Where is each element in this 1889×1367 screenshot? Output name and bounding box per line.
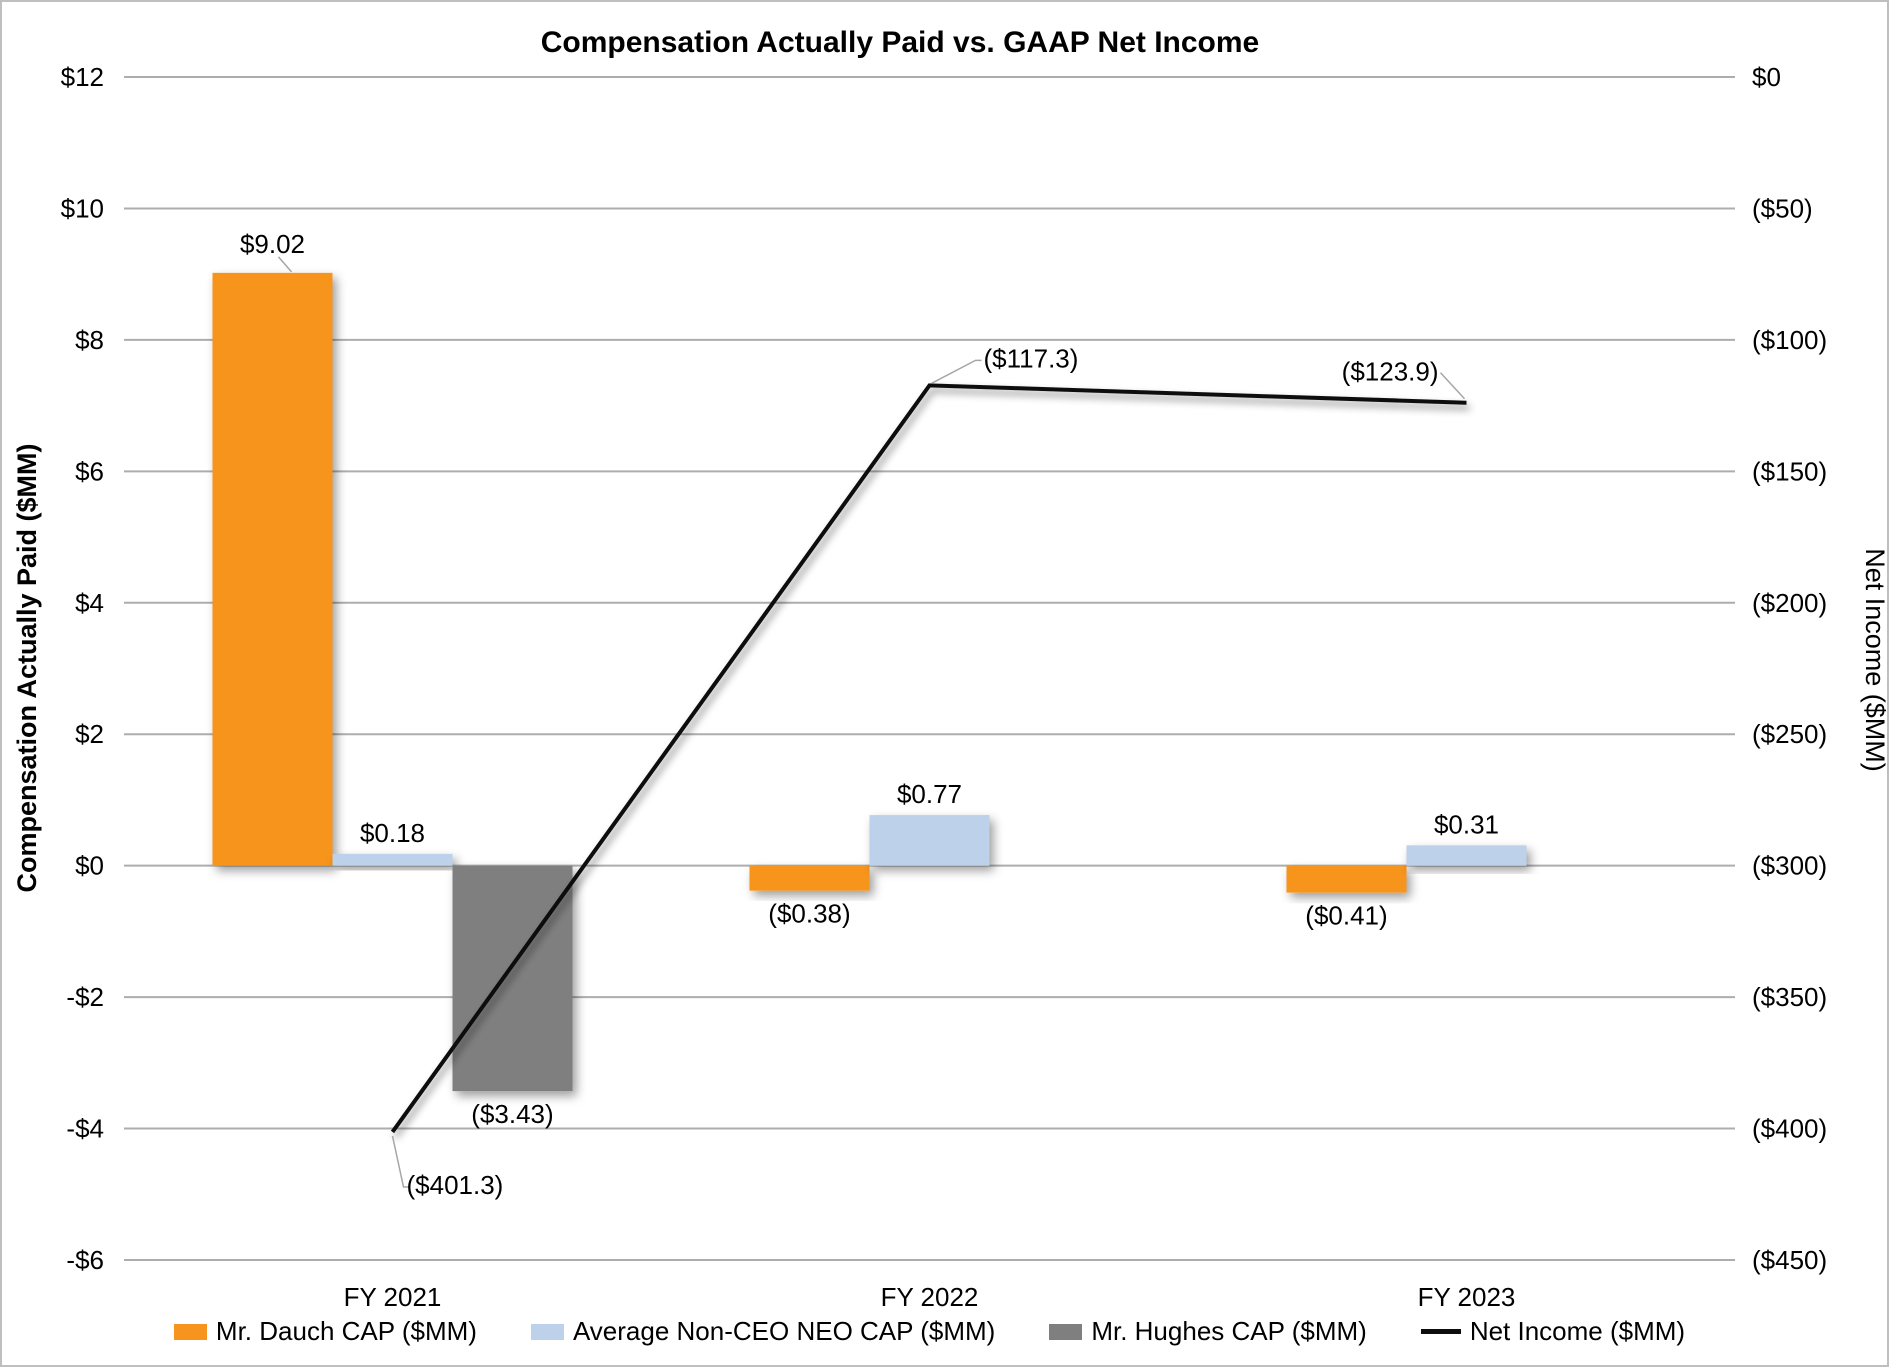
left-tick-label: $4 bbox=[75, 588, 104, 618]
x-axis-label: FY 2022 bbox=[881, 1282, 979, 1312]
left-axis-title: Compensation Actually Paid ($MM) bbox=[12, 443, 42, 892]
leader-line bbox=[931, 359, 982, 385]
bar bbox=[1406, 845, 1527, 866]
left-tick-label: $8 bbox=[75, 325, 104, 355]
right-tick-label: ($250) bbox=[1752, 719, 1827, 749]
leader-line bbox=[391, 1135, 411, 1188]
legend-color-swatch-icon bbox=[530, 1323, 564, 1340]
right-tick-label: ($150) bbox=[1752, 456, 1827, 486]
x-axis-label: FY 2023 bbox=[1418, 1282, 1516, 1312]
label-leader-lines bbox=[277, 256, 1466, 1188]
line-value-label: ($401.3) bbox=[407, 1170, 504, 1200]
left-tick-label: $6 bbox=[75, 456, 104, 486]
data-labels: $9.02 ($0.38) ($0.41) $0.18 $0.77 $0.31 ($3.43… bbox=[240, 229, 1499, 1200]
bar bbox=[332, 853, 453, 866]
right-tick-label: ($300) bbox=[1752, 851, 1827, 881]
line-value-label: ($123.9) bbox=[1342, 357, 1439, 387]
left-tick-label: -$6 bbox=[66, 1245, 104, 1275]
right-tick-label: ($50) bbox=[1752, 193, 1813, 223]
legend-item: Average Non-CEO NEO CAP ($MM) bbox=[530, 1316, 996, 1347]
right-tick-label: ($200) bbox=[1752, 588, 1827, 618]
net-income-line-series bbox=[390, 383, 1467, 1134]
bar bbox=[212, 272, 333, 866]
bar-value-label: $0.18 bbox=[360, 818, 425, 848]
left-tick-label: $10 bbox=[61, 193, 104, 223]
left-tick-label: $2 bbox=[75, 719, 104, 749]
right-tick-label: ($100) bbox=[1752, 325, 1827, 355]
x-axis-label: FY 2021 bbox=[344, 1282, 442, 1312]
net-income-line bbox=[390, 383, 1467, 1134]
legend-label: Mr. Dauch CAP ($MM) bbox=[215, 1316, 477, 1346]
gridlines bbox=[124, 76, 1735, 1261]
legend: Mr. Dauch CAP ($MM) Average Non-CEO NEO C… bbox=[124, 1316, 1735, 1347]
right-tick-label: ($450) bbox=[1752, 1245, 1827, 1275]
right-axis-tick-labels: $0 ($50) ($100) ($150) ($200) ($250) ($300) ($3… bbox=[1752, 62, 1827, 1275]
x-axis-labels: FY 2021 FY 2022 FY 2023 bbox=[344, 1282, 1516, 1312]
bar bbox=[452, 865, 573, 1092]
bar-value-label: $9.02 bbox=[240, 229, 305, 259]
right-tick-label: $0 bbox=[1752, 62, 1781, 92]
legend-item: Mr. Hughes CAP ($MM) bbox=[1049, 1316, 1367, 1347]
legend-item: Net Income ($MM) bbox=[1420, 1316, 1686, 1347]
left-tick-label: $0 bbox=[75, 851, 104, 881]
legend-label: Average Non-CEO NEO CAP ($MM) bbox=[572, 1316, 996, 1346]
right-tick-label: ($400) bbox=[1752, 1114, 1827, 1144]
bar bbox=[1286, 865, 1407, 893]
legend-color-swatch-icon bbox=[173, 1323, 207, 1340]
leader-line bbox=[277, 256, 293, 273]
left-tick-label: $12 bbox=[61, 62, 104, 92]
bar-value-label: $0.31 bbox=[1434, 809, 1499, 839]
right-tick-label: ($350) bbox=[1752, 982, 1827, 1012]
legend-label: Net Income ($MM) bbox=[1469, 1316, 1686, 1346]
bar-value-label: ($0.38) bbox=[768, 899, 850, 929]
right-axis-title: Net Income ($MM) bbox=[1860, 548, 1889, 772]
bar bbox=[749, 865, 870, 891]
legend-item: Mr. Dauch CAP ($MM) bbox=[173, 1316, 477, 1347]
left-tick-label: -$2 bbox=[66, 982, 104, 1012]
left-tick-label: -$4 bbox=[66, 1114, 104, 1144]
bar-value-label: ($3.43) bbox=[471, 1099, 553, 1129]
legend-line-marker-icon bbox=[1420, 1329, 1461, 1334]
legend-color-swatch-icon bbox=[1049, 1323, 1083, 1340]
line-value-label: ($117.3) bbox=[984, 343, 1079, 373]
chart-title: Compensation Actually Paid vs. GAAP Net … bbox=[541, 26, 1260, 59]
bar-value-label: $0.77 bbox=[897, 779, 962, 809]
legend-label: Mr. Hughes CAP ($MM) bbox=[1091, 1316, 1367, 1346]
bar-value-label: ($0.41) bbox=[1305, 901, 1387, 931]
bar-series bbox=[212, 272, 1527, 1092]
leader-line bbox=[1439, 372, 1466, 400]
bar bbox=[869, 815, 990, 866]
left-axis-tick-labels: $12 $10 $8 $6 $4 $2 $0 -$2 -$4 -$6 bbox=[61, 62, 104, 1275]
